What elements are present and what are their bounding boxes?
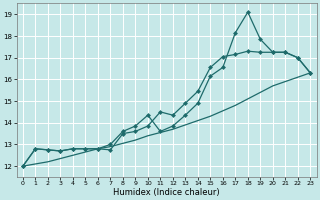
X-axis label: Humidex (Indice chaleur): Humidex (Indice chaleur) xyxy=(113,188,220,197)
